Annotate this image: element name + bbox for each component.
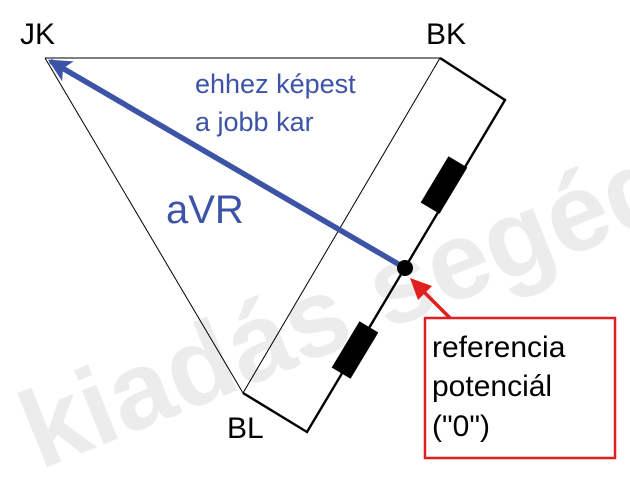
triangle-right-edge: [242, 57, 441, 394]
reference-pointer-arrowhead: [410, 278, 432, 300]
reference-text-line3: ("0"): [432, 410, 490, 443]
label-bk: BK: [426, 18, 466, 51]
resistor-lower: [331, 321, 379, 379]
reference-box: [423, 316, 617, 460]
blue-caption-line2: a jobb kar: [195, 107, 314, 137]
triangle-left-edge: [44, 57, 244, 394]
avr-vector-arrow: [48, 59, 408, 271]
resistor-upper: [420, 156, 468, 214]
blue-caption-line1: ehhez képest: [195, 69, 356, 99]
reference-point: [397, 260, 413, 276]
label-bl: BL: [227, 412, 264, 445]
avr-label: aVR: [166, 188, 244, 232]
reference-text-line1: referencia: [432, 331, 566, 364]
label-jk: JK: [20, 18, 55, 51]
reference-text-line2: potenciál: [432, 370, 552, 403]
